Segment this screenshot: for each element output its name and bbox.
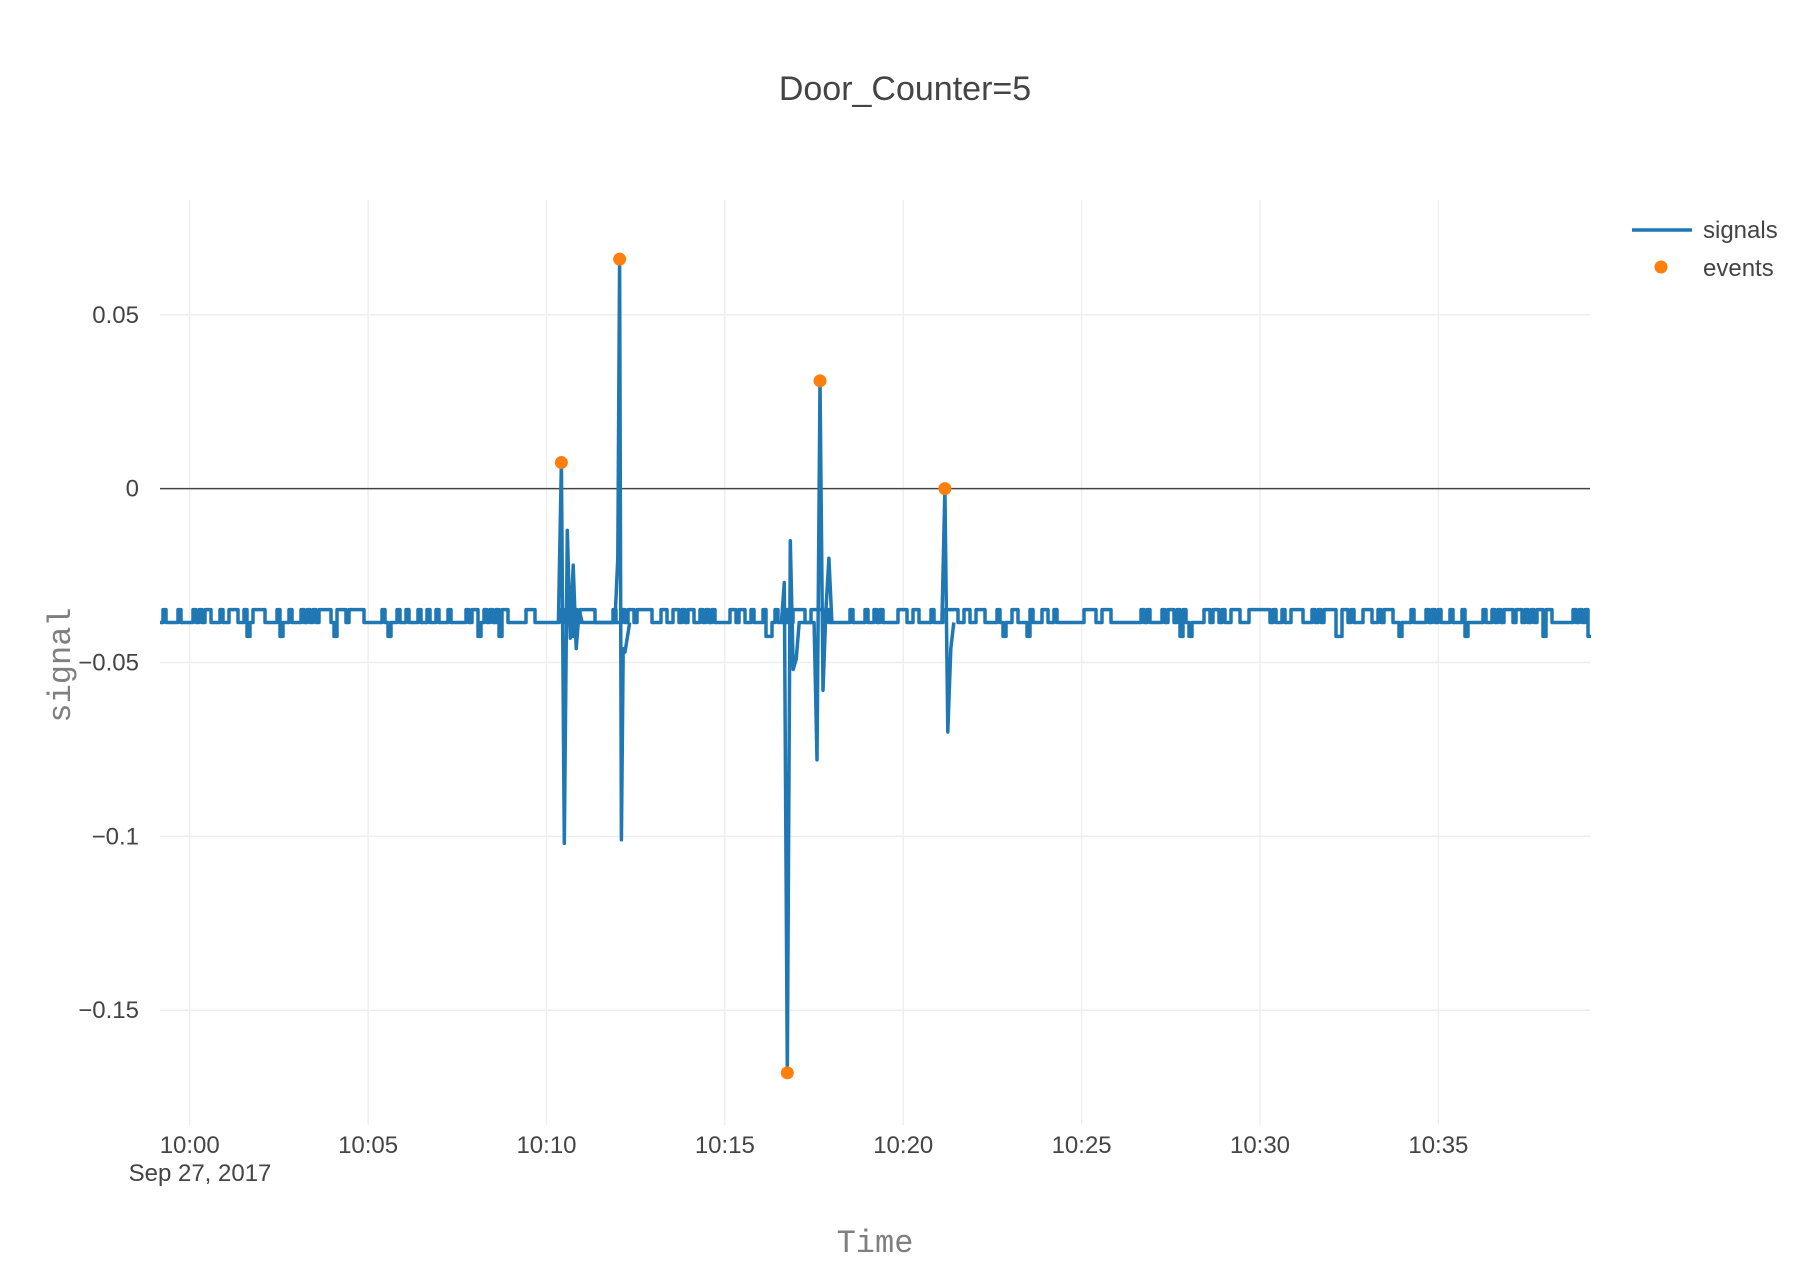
events-series [554, 252, 952, 1080]
x-tick-label: 10:35 [1408, 1132, 1468, 1159]
plot-area[interactable] [160, 252, 1591, 1080]
x-axis-title: Time [837, 1225, 914, 1262]
x-tick-label: 10:00 [160, 1132, 220, 1159]
y-tick-label: 0 [126, 476, 139, 503]
grid-layer [160, 200, 1590, 1125]
y-tick-label: −0.05 [78, 650, 139, 677]
y-axis-title: signal [43, 607, 80, 722]
signals-noise-band [160, 607, 1591, 639]
event-marker[interactable] [813, 374, 827, 388]
legend-signals-label: signals [1703, 217, 1778, 244]
event-marker[interactable] [554, 456, 568, 470]
signals-series-line [556, 257, 956, 1075]
y-tick-label: 0.05 [92, 302, 139, 329]
y-tick-labels: 0.05 0 −0.05 −0.1 −0.15 [78, 302, 139, 1024]
x-tick-label: 10:20 [873, 1132, 933, 1159]
chart-title: Door_Counter=5 [779, 70, 1031, 108]
legend-events-label: events [1703, 255, 1774, 282]
legend[interactable]: signals events [1632, 217, 1778, 282]
x-tick-label: 10:25 [1052, 1132, 1112, 1159]
y-tick-label: −0.15 [78, 997, 139, 1024]
legend-item-signals[interactable]: signals [1632, 217, 1778, 244]
x-tick-label: 10:15 [695, 1132, 755, 1159]
x-tick-label: 10:10 [516, 1132, 576, 1159]
x-tick-label: 10:05 [338, 1132, 398, 1159]
y-tick-label: −0.1 [92, 823, 139, 850]
event-marker[interactable] [938, 482, 952, 496]
x-tick-label: 10:30 [1230, 1132, 1290, 1159]
event-marker[interactable] [613, 252, 627, 266]
x-axis-date-label: Sep 27, 2017 [129, 1160, 272, 1187]
x-tick-labels: 10:00 10:05 10:10 10:15 10:20 10:25 10:30 10:35 [160, 1132, 1469, 1159]
legend-item-events[interactable]: events [1654, 255, 1774, 282]
legend-events-marker-icon [1654, 260, 1668, 274]
event-marker[interactable] [780, 1066, 794, 1080]
